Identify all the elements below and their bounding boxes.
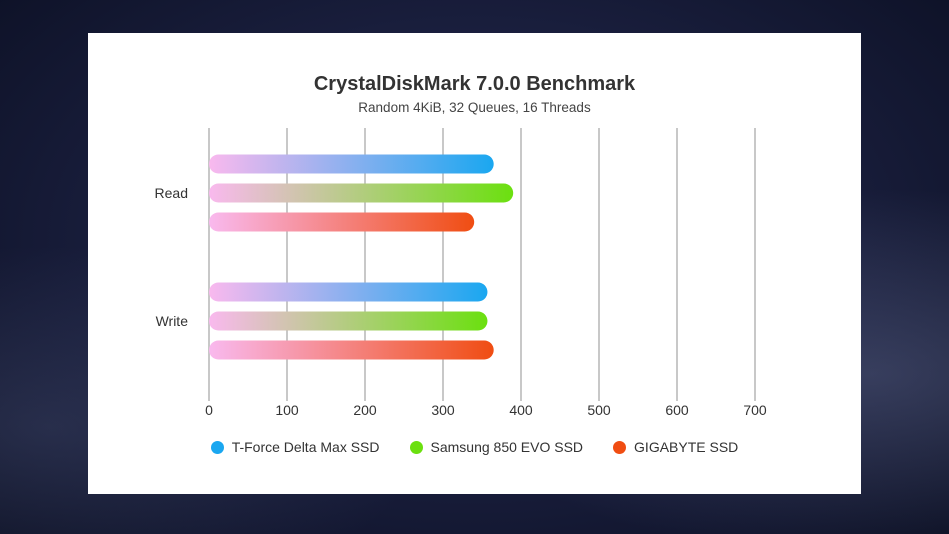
axis-labels: 0 100 200 300 400 500 600 700 Read Write — [155, 185, 767, 418]
x-tick-label: 400 — [509, 402, 533, 418]
x-tick-label: 500 — [587, 402, 611, 418]
legend-label: Samsung 850 EVO SSD — [430, 439, 584, 455]
legend-label: GIGABYTE SSD — [634, 439, 739, 455]
bar — [209, 282, 488, 302]
bar — [209, 183, 514, 203]
chart-panel: CrystalDiskMark 7.0.0 Benchmark Random 4… — [88, 33, 861, 494]
x-tick-label: 200 — [353, 402, 377, 418]
legend: T-Force Delta Max SSD Samsung 850 EVO SSD… — [88, 439, 861, 455]
bar-chart-plot: 0 100 200 300 400 500 600 700 Read Write — [155, 128, 767, 418]
bar — [209, 311, 488, 331]
x-tick-label: 700 — [743, 402, 767, 418]
bar — [209, 212, 475, 232]
x-tick-label: 300 — [431, 402, 455, 418]
chart-title: CrystalDiskMark 7.0.0 Benchmark — [313, 73, 636, 95]
legend-color-dot — [613, 440, 627, 454]
x-tick-label: 600 — [665, 402, 689, 418]
chart-subtitle: Random 4KiB, 32 Queues, 16 Threads — [358, 100, 591, 115]
x-tick-label: 0 — [205, 402, 213, 418]
legend-color-dot — [409, 440, 423, 454]
bar — [209, 340, 494, 360]
x-tick-label: 100 — [275, 402, 299, 418]
bars — [209, 154, 514, 360]
legend-item: GIGABYTE SSD — [613, 439, 738, 455]
category-label: Read — [155, 185, 188, 201]
bar — [209, 154, 494, 174]
legend-color-dot — [210, 440, 224, 454]
legend-item: Samsung 850 EVO SSD — [409, 439, 584, 455]
legend-label: T-Force Delta Max SSD — [231, 439, 380, 455]
legend-item: T-Force Delta Max SSD — [210, 439, 380, 455]
category-label: Write — [156, 313, 189, 329]
